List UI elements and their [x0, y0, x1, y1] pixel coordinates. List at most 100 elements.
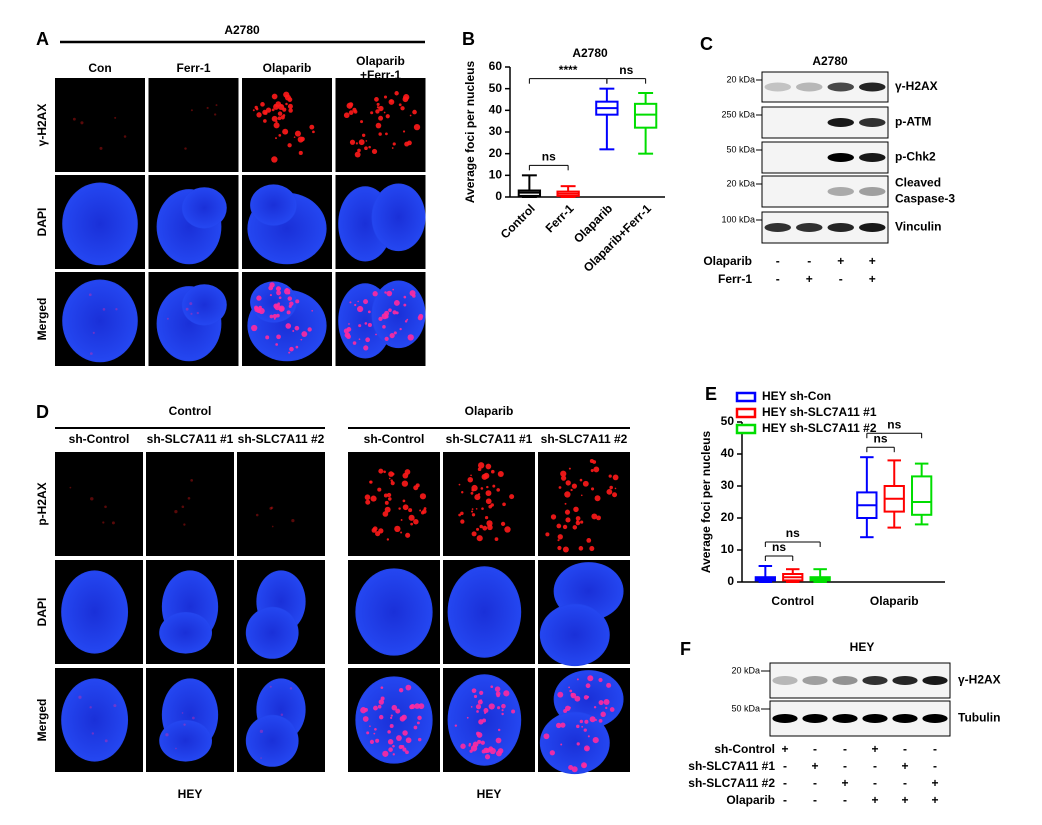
focus	[190, 109, 193, 112]
focus	[592, 460, 597, 464]
focus	[383, 95, 388, 99]
focus	[363, 299, 369, 305]
focus	[576, 742, 580, 746]
focus	[413, 725, 418, 730]
focus	[276, 334, 281, 340]
micrograph	[348, 452, 440, 556]
focus	[366, 731, 370, 735]
focus	[484, 754, 491, 760]
focus	[282, 128, 289, 135]
focus	[454, 724, 458, 727]
focus	[298, 150, 303, 155]
focus	[550, 514, 557, 520]
focus	[565, 517, 571, 523]
focus	[388, 471, 394, 477]
band	[862, 676, 888, 685]
band	[859, 153, 886, 162]
focus	[467, 476, 474, 483]
focus	[405, 532, 411, 538]
focus	[479, 690, 484, 695]
focus	[384, 506, 391, 513]
focus	[417, 715, 422, 721]
focus	[269, 282, 275, 288]
focus	[263, 119, 267, 123]
focus	[581, 725, 584, 728]
focus	[285, 323, 292, 329]
focus	[389, 332, 395, 339]
focus	[598, 677, 603, 683]
focus	[402, 747, 407, 752]
x-tick-label: Olaparib+Ferr-1	[581, 201, 655, 275]
focus	[501, 712, 504, 716]
focus	[364, 322, 368, 325]
focus	[277, 302, 281, 306]
focus	[275, 286, 281, 292]
legend-swatch	[735, 391, 757, 403]
focus	[358, 338, 361, 340]
micrograph-content	[247, 281, 327, 362]
focus	[485, 490, 492, 497]
focus	[273, 122, 280, 129]
treatment-sign: -	[903, 742, 907, 756]
focus	[378, 714, 384, 720]
micrograph-content	[62, 279, 138, 363]
treatment-name: sh-SLC7A11 #1	[688, 759, 775, 773]
treatment-sign: -	[873, 759, 877, 773]
box	[633, 102, 658, 129]
focus	[482, 525, 488, 531]
band	[892, 714, 918, 723]
focus	[589, 716, 596, 723]
focus	[174, 510, 178, 514]
focus	[382, 750, 389, 757]
focus	[480, 487, 484, 490]
treatment-sign: -	[783, 793, 787, 807]
column-header: sh-Control	[69, 432, 130, 446]
micrograph-content	[545, 458, 619, 553]
nucleus	[62, 182, 138, 266]
band	[862, 714, 888, 723]
y-tick-label: 10	[721, 542, 735, 556]
micrograph	[237, 452, 325, 556]
focus	[398, 687, 404, 693]
focus	[301, 331, 308, 337]
band-label: Tubulin	[958, 711, 1000, 725]
focus	[403, 303, 407, 307]
focus	[511, 709, 516, 714]
focus	[560, 475, 567, 481]
focus	[466, 716, 469, 719]
focus	[181, 712, 184, 714]
focus	[189, 302, 193, 306]
focus	[265, 335, 270, 340]
focus	[477, 739, 482, 744]
focus	[485, 463, 492, 470]
treatment-sign: -	[933, 742, 937, 756]
micrograph	[538, 452, 630, 556]
focus	[468, 744, 471, 747]
focus	[295, 345, 299, 349]
legend-swatch	[735, 407, 757, 419]
x-tick-label: Olaparib	[870, 594, 919, 608]
band	[827, 153, 854, 162]
focus	[390, 716, 393, 719]
micrograph-content	[458, 462, 515, 542]
micrograph-content	[247, 184, 327, 265]
focus	[501, 709, 504, 712]
focus	[564, 502, 567, 505]
focus	[575, 516, 581, 521]
size-marker: 250 kDa	[721, 109, 755, 119]
treatment-sign: +	[781, 742, 788, 756]
focus	[380, 686, 384, 690]
focus	[270, 506, 274, 510]
focus	[300, 338, 303, 341]
focus	[374, 97, 379, 102]
nucleus	[250, 184, 297, 226]
focus	[570, 692, 574, 697]
focus	[280, 713, 284, 716]
focus	[458, 483, 461, 486]
x-tick-label: Control	[498, 201, 538, 241]
focus	[184, 147, 187, 150]
focus	[469, 749, 473, 753]
focus	[405, 737, 412, 744]
focus	[358, 324, 362, 328]
